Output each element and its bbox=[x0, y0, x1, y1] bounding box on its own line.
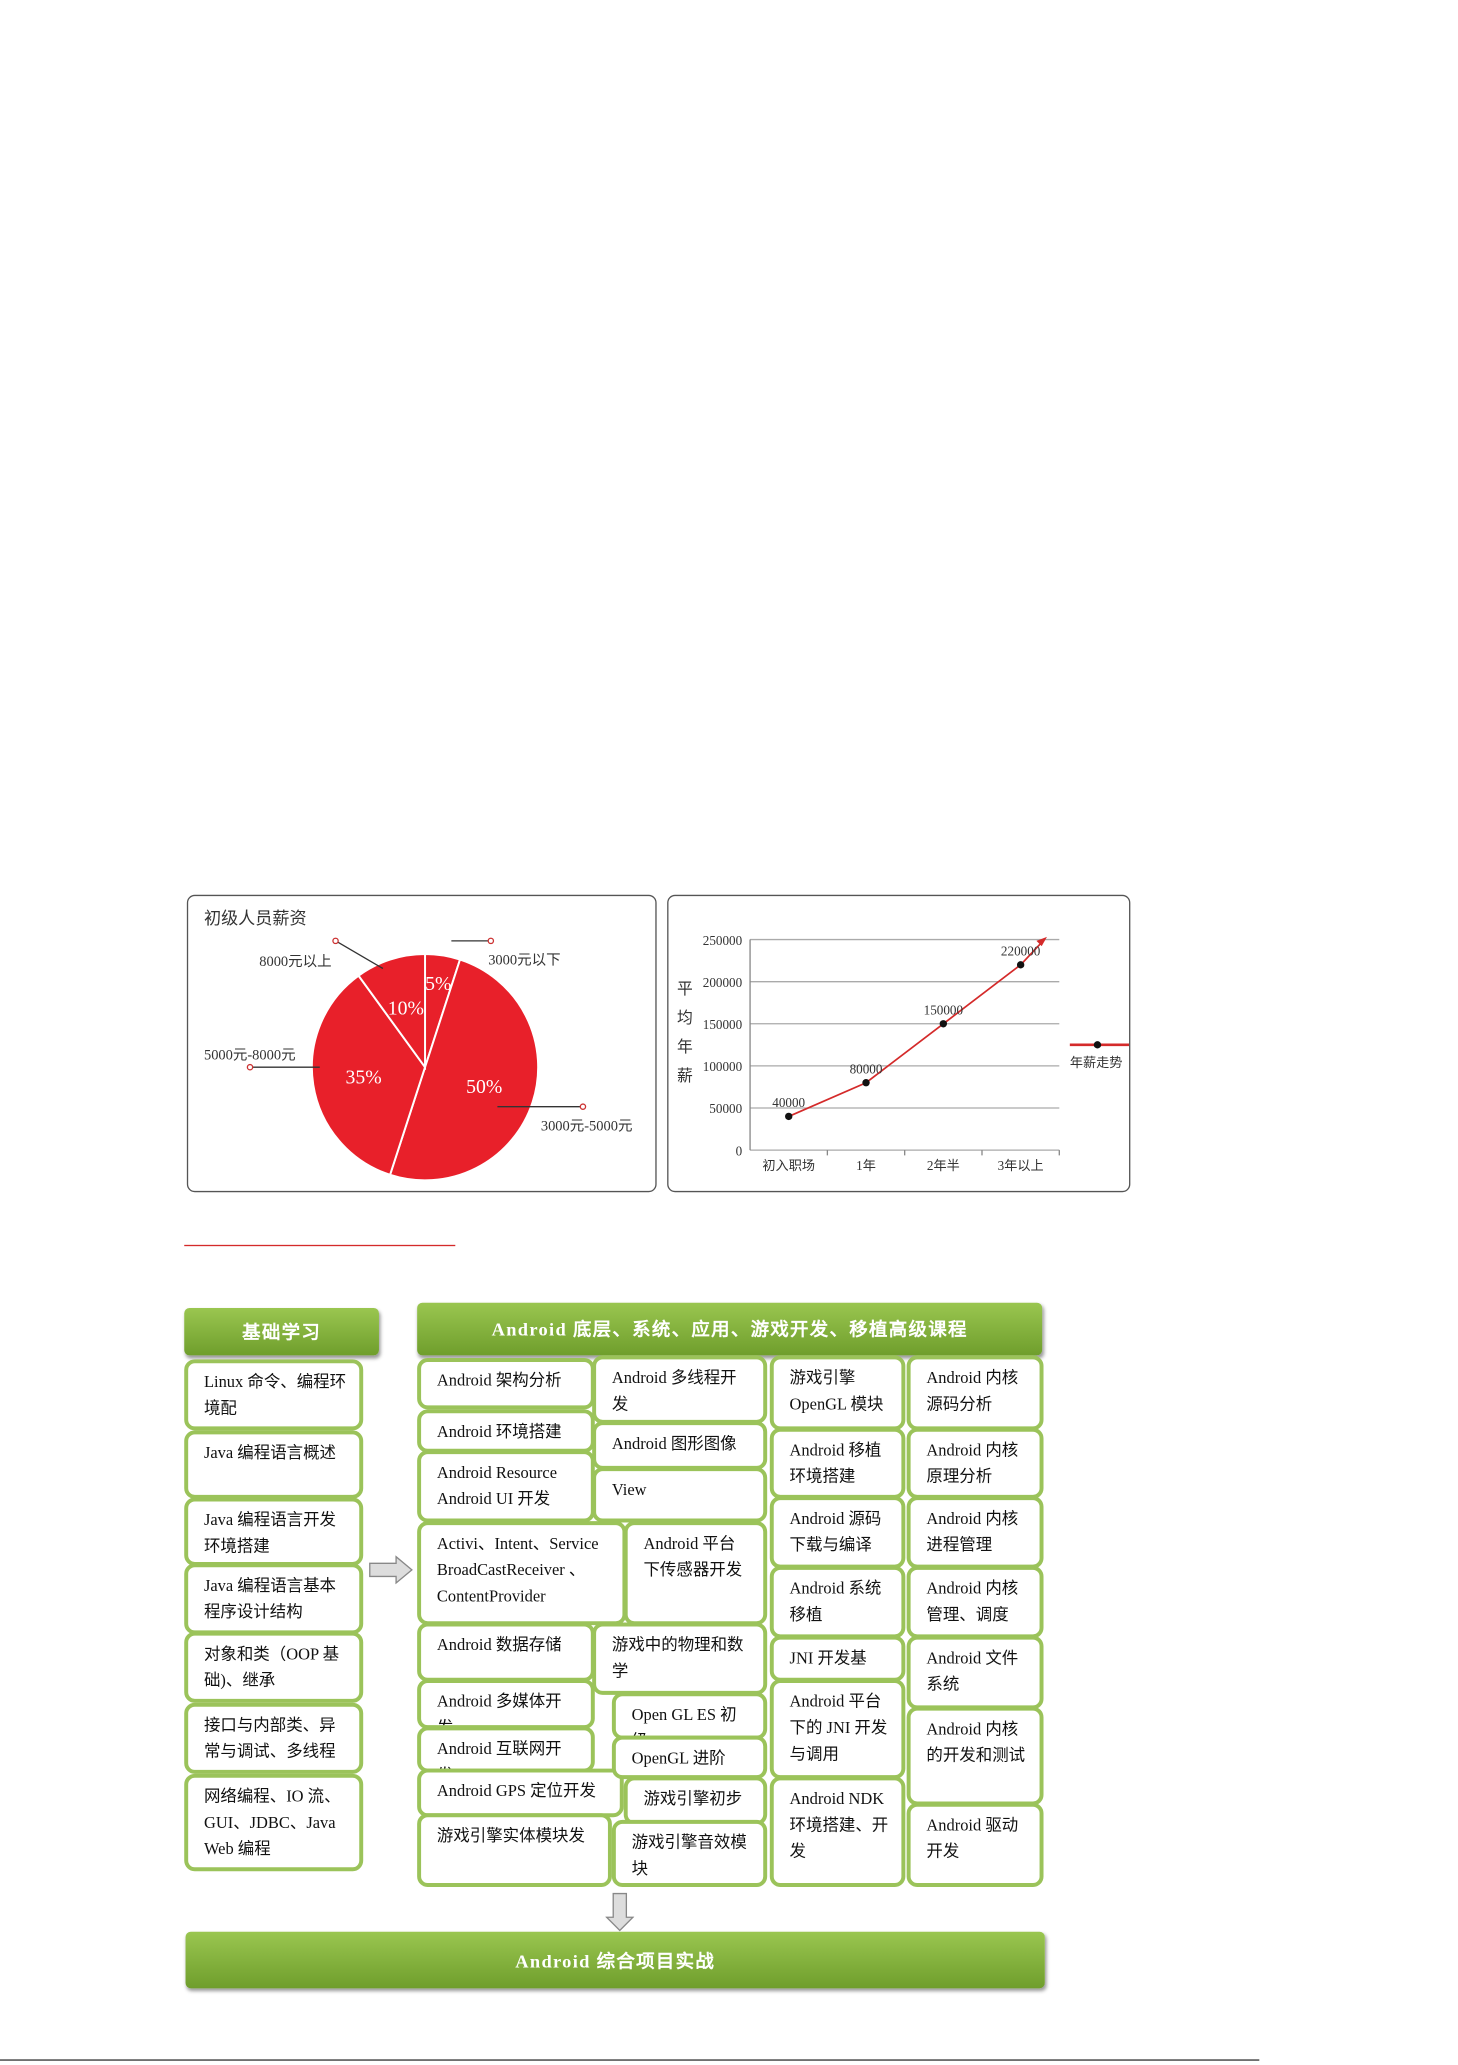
advanced-course-item: Android 移植环境搭建 bbox=[769, 1427, 906, 1499]
advanced-course-item: Android 内核原理分析 bbox=[906, 1427, 1044, 1499]
y-tick-label: 50000 bbox=[709, 1101, 742, 1116]
advanced-course-item: Android 源码下载与编译 bbox=[769, 1496, 906, 1569]
basic-course-item: 对象和类（OOP 基础)、继承 bbox=[184, 1631, 364, 1703]
page-bottom-rule bbox=[0, 2059, 1260, 2061]
data-point bbox=[939, 1020, 948, 1028]
basic-course-item: Linux 命令、编程环境配 bbox=[184, 1359, 364, 1431]
y-tick-label: 200000 bbox=[703, 975, 743, 990]
down-arrow-icon bbox=[605, 1892, 635, 1932]
basic-course-item: 网络编程、IO 流、GUI、JDBC、Java Web 编程 bbox=[184, 1773, 364, 1872]
advanced-course-item: Android 平台下传感器开发 bbox=[623, 1521, 768, 1626]
basic-learning-header: 基础学习 bbox=[184, 1308, 379, 1356]
advanced-course-header: Android 底层、系统、应用、游戏开发、移植高级课程 bbox=[417, 1302, 1043, 1356]
basic-course-item: Java 编程语言概述 bbox=[184, 1430, 364, 1499]
advanced-course-item: Android 多线程开发 bbox=[592, 1355, 768, 1424]
project-practice-header: Android 综合项目实战 bbox=[185, 1931, 1045, 1989]
trend-arrowhead bbox=[1036, 936, 1047, 947]
pie-chart-title: 初级人员薪资 bbox=[203, 907, 307, 928]
advanced-course-item: 游戏引擎实体模块发 bbox=[417, 1813, 612, 1888]
legend-marker bbox=[1093, 1041, 1102, 1049]
pie-slice bbox=[388, 958, 540, 1182]
pie-leader-dot bbox=[246, 1063, 254, 1071]
x-tick-label: 1年 bbox=[856, 1158, 876, 1173]
advanced-course-item: Android 内核的开发和测试 bbox=[906, 1706, 1044, 1806]
pie-category-label: 5000元-8000元 bbox=[204, 1047, 296, 1063]
legend-label: 年薪走势 bbox=[1070, 1055, 1123, 1070]
y-tick-label: 250000 bbox=[703, 933, 743, 948]
pie-chart-panel: 初级人员薪资 5% 3000元以下 50% 3000元-5000元 35% 5000元-8… bbox=[186, 894, 657, 1193]
line-chart-panel: 0 50000 100000 150000 200000 250000 初入职场 1年 2年半 3… bbox=[667, 894, 1131, 1193]
advanced-course-item: Android 图形图像 bbox=[592, 1421, 768, 1470]
pie-chart: 5% 3000元以下 50% 3000元-5000元 35% 5000元-8000元 10%… bbox=[204, 937, 633, 1182]
advanced-course-item: Android 系统移植 bbox=[769, 1565, 906, 1639]
advanced-course-item: Android 架构分析 bbox=[417, 1358, 595, 1410]
y-tick-label: 150000 bbox=[703, 1017, 743, 1032]
advanced-course-item: Activi、Intent、Service BroadCastReceiver … bbox=[417, 1521, 627, 1626]
data-label: 40000 bbox=[772, 1095, 805, 1110]
red-underline-divider bbox=[184, 1244, 456, 1247]
advanced-course-item: 游戏中的物理和数学 bbox=[592, 1622, 768, 1695]
data-point bbox=[1016, 961, 1025, 969]
basic-course-item: Java 编程语言开发环境搭建 bbox=[184, 1497, 364, 1566]
advanced-course-item: Android NDK 环境搭建、开发 bbox=[769, 1776, 906, 1888]
series-line bbox=[788, 938, 1045, 1118]
advanced-course-item: Android 内核管理、调度 bbox=[906, 1565, 1044, 1639]
right-arrow-icon bbox=[369, 1555, 413, 1585]
y-tick-label: 0 bbox=[736, 1143, 743, 1158]
basic-course-item: 接口与内部类、异常与调试、多线程 bbox=[184, 1702, 364, 1774]
advanced-course-item: 游戏引擎初步 bbox=[623, 1776, 768, 1826]
data-point bbox=[785, 1112, 793, 1121]
pie-leader-dot bbox=[332, 937, 339, 945]
y-axis-label: 平均年薪 bbox=[675, 980, 694, 1097]
pie-category-label: 3000元以下 bbox=[488, 953, 560, 969]
advanced-course-item: Android 多媒体开发 bbox=[417, 1679, 595, 1730]
pie-leader-dot bbox=[487, 937, 495, 945]
y-tick-label: 100000 bbox=[703, 1059, 743, 1074]
pie-leader-dot bbox=[579, 1103, 587, 1110]
advanced-course-item: JNI 开发基 bbox=[769, 1635, 906, 1682]
advanced-course-item: 游戏引擎音效模块 bbox=[611, 1819, 768, 1888]
advanced-course-item: View bbox=[592, 1467, 768, 1523]
pie-value-label: 35% bbox=[345, 1067, 381, 1089]
advanced-course-item: Android 内核源码分析 bbox=[906, 1355, 1044, 1431]
advanced-course-item: Android 环境搭建 bbox=[417, 1409, 595, 1453]
data-label: 150000 bbox=[924, 1003, 964, 1018]
advanced-course-item: Open GL ES 初级 bbox=[611, 1692, 768, 1740]
advanced-course-item: Android 平台下的 JNI 开发与调用 bbox=[769, 1679, 906, 1780]
data-point bbox=[862, 1079, 870, 1087]
advanced-course-item: Android 数据存储 bbox=[417, 1622, 595, 1682]
x-tick-label: 初入职场 bbox=[762, 1158, 815, 1173]
advanced-course-item: 游戏引擎 OpenGL 模块 bbox=[769, 1355, 906, 1431]
pie-category-label: 8000元以上 bbox=[259, 953, 331, 970]
data-label: 80000 bbox=[850, 1062, 883, 1077]
x-tick-label: 3年以上 bbox=[998, 1158, 1044, 1173]
advanced-course-item: Android GPS 定位开发 bbox=[417, 1768, 624, 1818]
pie-value-label: 50% bbox=[466, 1076, 502, 1098]
basic-course-item: Java 编程语言基本程序设计结构 bbox=[184, 1563, 364, 1635]
x-tick-label: 2年半 bbox=[927, 1158, 960, 1173]
line-chart: 0 50000 100000 150000 200000 250000 初入职场 1年 2年半 3… bbox=[703, 933, 1130, 1173]
advanced-course-item: Android 文件系统 bbox=[906, 1635, 1044, 1710]
advanced-course-item: OpenGL 进阶 bbox=[611, 1735, 768, 1780]
advanced-course-item: Android 互联网开发 bbox=[417, 1726, 595, 1773]
data-label: 220000 bbox=[1001, 944, 1041, 959]
pie-value-label: 10% bbox=[388, 998, 424, 1020]
pie-value-label: 5% bbox=[425, 973, 451, 995]
pie-leader-line bbox=[335, 940, 384, 970]
advanced-course-item: Android 驱动开发 bbox=[906, 1802, 1044, 1888]
pie-category-label: 3000元-5000元 bbox=[541, 1118, 633, 1134]
advanced-course-item: Android Resource Android UI 开发 bbox=[417, 1450, 595, 1523]
pie-slice bbox=[357, 953, 427, 1071]
pie-slice bbox=[310, 974, 427, 1177]
advanced-course-item: Android 内核进程管理 bbox=[906, 1496, 1044, 1569]
